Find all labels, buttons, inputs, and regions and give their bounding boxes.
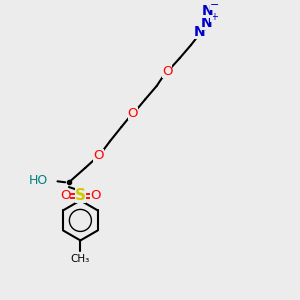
Text: O: O [60, 189, 70, 202]
Text: N: N [200, 16, 212, 30]
Text: O: O [93, 149, 104, 162]
Text: CH₃: CH₃ [71, 254, 90, 264]
Text: S: S [75, 188, 86, 203]
Text: HO: HO [29, 174, 48, 187]
Text: −: − [210, 0, 220, 10]
Text: O: O [128, 107, 138, 120]
Text: N: N [201, 4, 213, 18]
Text: +: + [210, 12, 218, 22]
Text: N: N [194, 25, 206, 39]
Text: O: O [162, 65, 172, 78]
Text: O: O [90, 189, 101, 202]
